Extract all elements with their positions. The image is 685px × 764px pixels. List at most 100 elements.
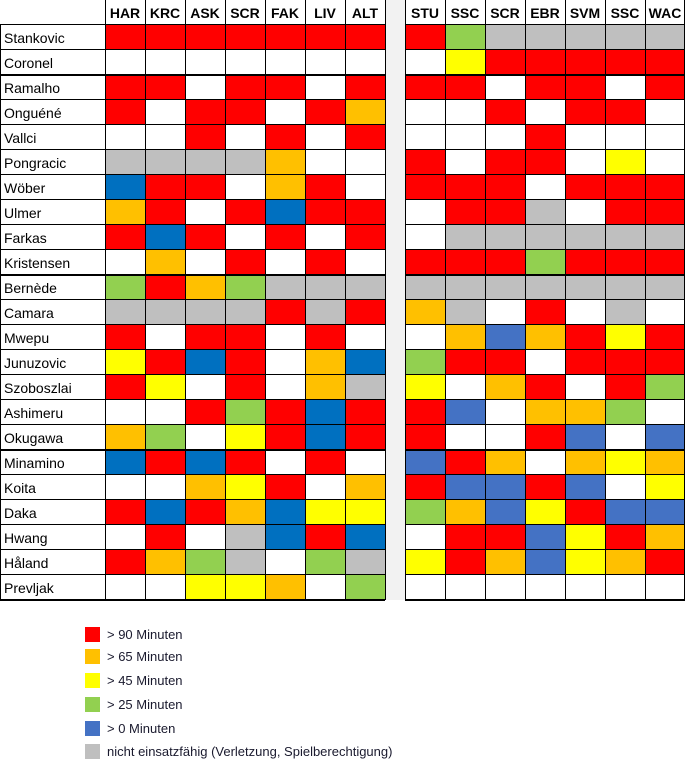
heatmap-cell — [405, 25, 445, 50]
heatmap-cell — [345, 550, 385, 575]
player-name: Okugawa — [4, 429, 64, 446]
column-header: WAC — [648, 4, 682, 21]
heatmap-cell — [485, 500, 525, 525]
legend-swatch — [85, 672, 100, 688]
row-divider — [405, 99, 685, 100]
heatmap-cell — [225, 75, 265, 100]
heatmap-cell — [225, 50, 265, 75]
heatmap-cell — [565, 100, 605, 125]
heatmap-cell — [345, 100, 385, 125]
heatmap-cell — [225, 100, 265, 125]
legend-item: nicht einsatzfähig (Verletzung, Spielber… — [85, 743, 392, 759]
heatmap-cell — [185, 525, 225, 550]
player-name: Pongracic — [4, 154, 67, 171]
heatmap-cell — [265, 350, 305, 375]
heatmap-cell — [525, 575, 565, 600]
heatmap-cell — [185, 100, 225, 125]
legend-item: > 90 Minuten — [85, 626, 183, 642]
heatmap-cell — [605, 275, 645, 300]
heatmap-cell — [645, 425, 685, 450]
heatmap-cell — [445, 325, 485, 350]
column-header: SSC — [610, 4, 640, 21]
heatmap-cell — [345, 50, 385, 75]
heatmap-cell — [605, 325, 645, 350]
row-divider — [0, 174, 385, 175]
legend-swatch — [85, 720, 100, 736]
heatmap-cell — [485, 375, 525, 400]
column-header: EBR — [530, 4, 560, 21]
heatmap-cell — [185, 200, 225, 225]
column-divider — [565, 0, 566, 600]
row-divider — [0, 74, 385, 76]
heatmap-cell — [265, 500, 305, 525]
legend-label: > 0 Minuten — [107, 720, 176, 736]
row-divider — [405, 199, 685, 200]
column-divider — [105, 0, 106, 600]
column-header: ALT — [351, 4, 379, 21]
legend-item: > 45 Minuten — [85, 672, 183, 688]
heatmap-cell — [145, 475, 185, 500]
heatmap-cell — [105, 150, 145, 175]
heatmap-cell — [405, 500, 445, 525]
heatmap-cell — [525, 50, 565, 75]
row-divider — [0, 449, 385, 451]
heatmap-cell — [525, 75, 565, 100]
heatmap-cell — [485, 100, 525, 125]
heatmap-cell — [605, 375, 645, 400]
heatmap-cell — [525, 275, 565, 300]
legend-swatch — [85, 743, 100, 759]
heatmap-cell — [305, 325, 345, 350]
heatmap-cell — [445, 475, 485, 500]
heatmap-cell — [645, 300, 685, 325]
heatmap-cell — [485, 400, 525, 425]
heatmap-cell — [305, 575, 345, 600]
player-name: Ramalho — [4, 79, 61, 96]
heatmap-cell — [305, 425, 345, 450]
heatmap-cell — [605, 100, 645, 125]
heatmap-cell — [305, 175, 345, 200]
column-divider — [485, 0, 486, 600]
heatmap-cell — [145, 500, 185, 525]
heatmap-cell — [185, 425, 225, 450]
legend-swatch — [85, 626, 100, 642]
heatmap-cell — [185, 400, 225, 425]
legend-label: > 90 Minuten — [107, 626, 183, 642]
heatmap-cell — [485, 175, 525, 200]
heatmap-cell — [265, 325, 305, 350]
heatmap-cell — [525, 125, 565, 150]
heatmap-cell — [405, 50, 445, 75]
heatmap-cell — [305, 300, 345, 325]
column-header: STU — [411, 4, 439, 21]
heatmap-cell — [145, 575, 185, 600]
row-divider — [0, 599, 385, 601]
heatmap-cell — [345, 275, 385, 300]
heatmap-cell — [265, 400, 305, 425]
row-divider — [405, 324, 685, 325]
heatmap-cell — [405, 425, 445, 450]
column-divider — [445, 0, 446, 600]
heatmap-cell — [345, 325, 385, 350]
heatmap-cell — [145, 250, 185, 275]
row-divider — [405, 549, 685, 550]
heatmap-cell — [305, 100, 345, 125]
heatmap-cell — [305, 550, 345, 575]
heatmap-cell — [645, 225, 685, 250]
heatmap-cell — [265, 250, 305, 275]
heatmap-cell — [405, 350, 445, 375]
heatmap-cell — [605, 200, 645, 225]
column-divider — [145, 0, 146, 600]
heatmap-cell — [345, 425, 385, 450]
column-divider — [265, 0, 266, 600]
heatmap-cell — [145, 75, 185, 100]
heatmap-cell — [445, 100, 485, 125]
heatmap-cell — [305, 525, 345, 550]
heatmap-cell — [185, 550, 225, 575]
player-name: Wöber — [4, 179, 46, 196]
heatmap-cell — [305, 450, 345, 475]
heatmap-cell — [405, 575, 445, 600]
heatmap-cell — [145, 425, 185, 450]
heatmap-cell — [105, 100, 145, 125]
heatmap-cell — [105, 350, 145, 375]
heatmap-cell — [185, 150, 225, 175]
column-header: FAK — [271, 4, 299, 21]
